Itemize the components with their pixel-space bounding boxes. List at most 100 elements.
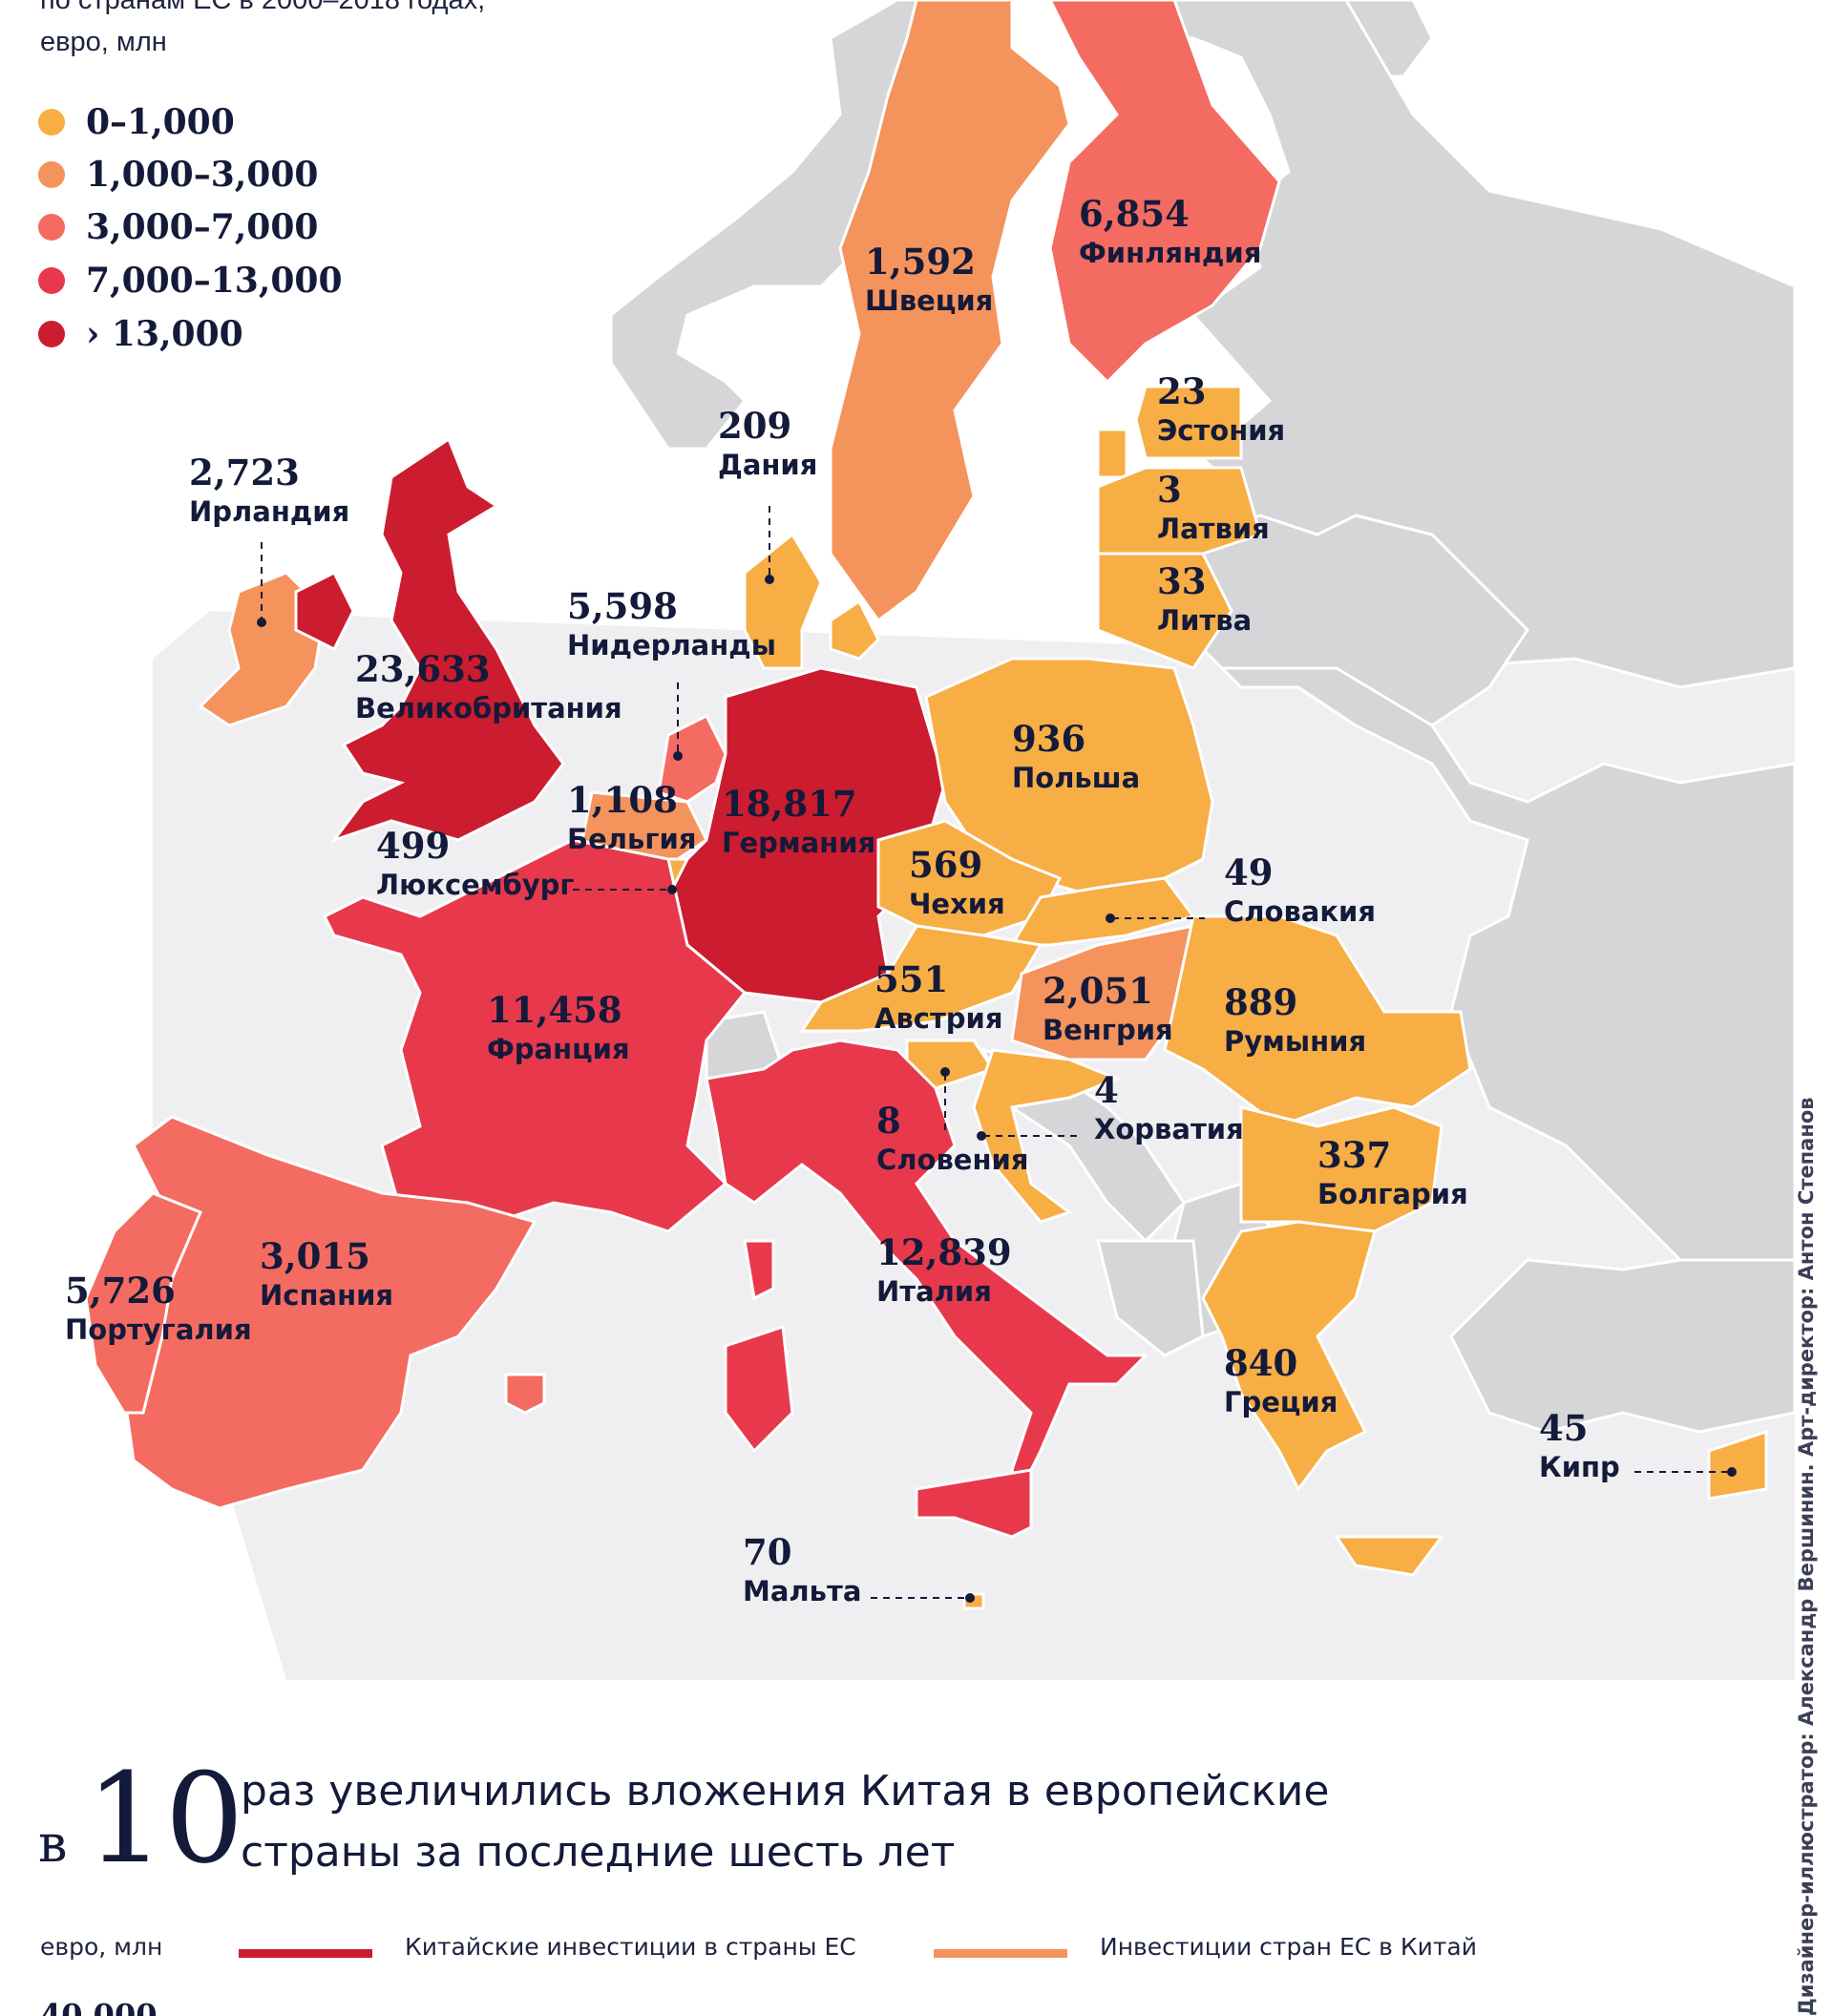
- legend-swatch: [38, 267, 65, 294]
- legend-label: 1,000–3,000: [86, 155, 319, 195]
- shape-sardinia: [724, 1324, 794, 1454]
- shape-portugal: [84, 1191, 202, 1415]
- label-netherlands: 5,598 Нидерланды: [567, 589, 776, 660]
- chart-unit-label: евро, млн: [40, 1933, 163, 1961]
- country-value: 23,633: [355, 648, 491, 690]
- label-slovenia: 8 Словения: [876, 1103, 1028, 1174]
- country-name: Люксембург: [376, 869, 575, 901]
- label-latvia: 3 Латвия: [1157, 472, 1270, 543]
- country-value: 889: [1224, 981, 1298, 1023]
- label-portugal: 5,726 Португалия: [65, 1273, 252, 1344]
- label-poland: 936 Польша: [1012, 722, 1140, 792]
- country-name: Венгрия: [1043, 1014, 1173, 1046]
- country-name: Великобритания: [355, 692, 622, 724]
- country-value: 1,592: [865, 241, 976, 283]
- country-name: Румыния: [1224, 1025, 1367, 1058]
- label-germany: 18,817 Германия: [722, 787, 875, 857]
- country-name: Финляндия: [1079, 237, 1262, 269]
- country-value: 4: [1094, 1069, 1119, 1111]
- label-croatia: 4 Хорватия: [1094, 1073, 1244, 1144]
- label-denmark: 209 Дания: [718, 409, 817, 479]
- shape-greece: [1201, 1220, 1377, 1492]
- country-value: 23: [1157, 370, 1207, 412]
- country-name: Болгария: [1317, 1178, 1468, 1210]
- country-value: 6,854: [1079, 193, 1190, 235]
- country-name: Ирландия: [189, 495, 350, 528]
- country-name: Австрия: [874, 1002, 1003, 1035]
- country-value: 45: [1539, 1407, 1589, 1449]
- legend-item: › 13,000: [38, 314, 243, 354]
- label-hungary: 2,051 Венгрия: [1043, 974, 1173, 1044]
- country-name: Греция: [1224, 1386, 1338, 1418]
- label-uk: 23,633 Великобритания: [355, 652, 622, 723]
- country-value: 49: [1224, 851, 1274, 893]
- legend-label: › 13,000: [86, 314, 243, 354]
- country-value: 5,598: [567, 585, 678, 627]
- legend-label-eu-to-china: Инвестиции стран ЕС в Китай: [1100, 1933, 1477, 1961]
- country-name: Эстония: [1157, 414, 1286, 447]
- country-name: Польша: [1012, 762, 1141, 794]
- country-name: Нидерланды: [567, 629, 776, 662]
- country-value: 2,051: [1043, 970, 1153, 1012]
- country-value: 569: [909, 844, 983, 886]
- europe-map: [84, 0, 1797, 1680]
- shape-estonia-island: [1096, 428, 1128, 479]
- country-value: 2,723: [189, 452, 300, 494]
- shape-corsica: [743, 1239, 775, 1301]
- country-value: 551: [874, 958, 949, 1000]
- label-belgium: 1,108 Бельгия: [567, 783, 696, 853]
- country-name: Кипр: [1539, 1451, 1620, 1483]
- country-value: 936: [1012, 718, 1086, 760]
- country-name: Испания: [260, 1279, 394, 1312]
- country-value: 840: [1224, 1342, 1298, 1384]
- label-austria: 551 Австрия: [874, 962, 1003, 1033]
- country-name: Чехия: [909, 888, 1005, 920]
- legend-item: 3,000–7,000: [38, 207, 319, 247]
- label-slovakia: 49 Словакия: [1224, 855, 1376, 926]
- label-lithuania: 33 Литва: [1157, 564, 1252, 635]
- legend-swatch: [38, 109, 65, 136]
- country-value: 12,839: [876, 1231, 1012, 1273]
- shape-northern-ireland: [294, 570, 355, 652]
- leader-dots: [257, 575, 1737, 1603]
- shape-estonia: [1134, 385, 1243, 460]
- shape-cyprus: [1707, 1429, 1768, 1501]
- label-czechia: 569 Чехия: [909, 848, 1005, 918]
- shape-sweden: [829, 0, 1071, 623]
- country-name: Мальта: [743, 1575, 862, 1607]
- shape-denmark: [743, 532, 823, 670]
- label-malta: 70 Мальта: [743, 1535, 861, 1606]
- country-value: 337: [1317, 1134, 1392, 1176]
- label-cyprus: 45 Кипр: [1539, 1411, 1620, 1481]
- country-value: 70: [743, 1531, 792, 1573]
- headline-number: 10: [86, 1746, 244, 1891]
- label-finland: 6,854 Финляндия: [1079, 197, 1261, 267]
- legend-swatch: [38, 161, 65, 188]
- label-romania: 889 Румыния: [1224, 985, 1366, 1056]
- legend-swatch: [38, 214, 65, 241]
- shape-austria: [799, 924, 1043, 1033]
- country-name: Дания: [718, 449, 818, 481]
- shape-netherlands: [657, 713, 727, 804]
- label-france: 11,458 Франция: [487, 993, 630, 1063]
- country-value: 3,015: [260, 1235, 370, 1277]
- country-value: 1,108: [567, 779, 678, 821]
- headline-text: раз увеличились вложения Китая в европей…: [241, 1767, 1330, 1877]
- country-value: 5,726: [65, 1270, 176, 1312]
- country-name: Литва: [1157, 604, 1253, 637]
- country-name: Германия: [722, 827, 876, 859]
- credit-line: Дизайнер-иллюстратор: Александр Вершинин…: [1795, 1097, 1818, 2016]
- eu-countries: [84, 0, 1768, 1610]
- label-sweden: 1,592 Швеция: [865, 244, 993, 315]
- legend-label: 3,000–7,000: [86, 207, 319, 247]
- shape-bulgaria: [1239, 1105, 1443, 1233]
- shape-croatia: [972, 1048, 1122, 1224]
- legend-label: 7,000–13,000: [86, 261, 343, 301]
- legend-item: 7,000–13,000: [38, 261, 343, 301]
- label-estonia: 23 Эстония: [1157, 374, 1285, 445]
- header-subtitle-line1: по странам ЕС в 2000–2018 годах,: [40, 0, 486, 15]
- country-value: 8: [876, 1100, 901, 1142]
- legend-line-eu-to-china: [934, 1949, 1067, 1958]
- country-value: 18,817: [722, 783, 857, 825]
- country-name: Словакия: [1224, 895, 1376, 928]
